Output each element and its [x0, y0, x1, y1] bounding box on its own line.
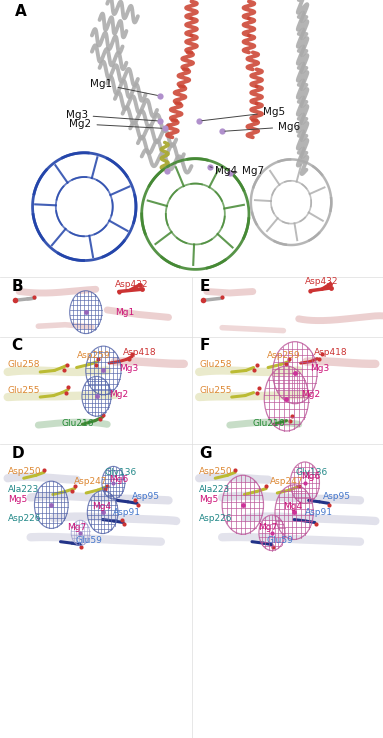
Text: D: D: [11, 446, 24, 461]
Text: Asp91: Asp91: [113, 508, 141, 517]
Text: Glu258: Glu258: [8, 360, 40, 369]
Text: C: C: [11, 338, 23, 353]
Text: Gly136: Gly136: [296, 468, 328, 477]
Text: Mg7: Mg7: [67, 523, 86, 532]
Text: Asp432: Asp432: [115, 280, 148, 289]
Text: Mg7: Mg7: [232, 166, 265, 176]
Text: Glu216: Glu216: [61, 419, 94, 428]
Text: B: B: [11, 279, 23, 294]
Text: F: F: [199, 338, 210, 353]
Text: Mg3: Mg3: [119, 364, 138, 373]
Text: Asp418: Asp418: [123, 348, 156, 357]
Text: Mg3: Mg3: [310, 365, 329, 373]
Text: Mg2: Mg2: [109, 390, 128, 399]
Text: Asp250: Asp250: [199, 467, 233, 476]
Text: Ala223: Ala223: [199, 486, 231, 494]
Text: Mg4: Mg4: [210, 166, 237, 176]
Text: Mg1: Mg1: [115, 308, 134, 317]
Text: Mg2: Mg2: [69, 119, 162, 129]
Text: Asp259: Asp259: [77, 351, 110, 360]
Text: Mg6: Mg6: [110, 475, 129, 484]
Text: Ala223: Ala223: [8, 486, 39, 494]
Text: Mg6: Mg6: [301, 472, 320, 481]
Text: Asp418: Asp418: [314, 348, 348, 357]
Text: Asp95: Asp95: [323, 492, 351, 501]
Text: Asp95: Asp95: [132, 492, 160, 501]
Text: Mg5: Mg5: [8, 495, 27, 504]
Text: Asp247: Asp247: [270, 477, 304, 486]
Text: Glu255: Glu255: [199, 386, 232, 395]
Text: Glu255: Glu255: [8, 386, 40, 395]
Text: Mg3: Mg3: [65, 110, 157, 121]
Text: Mg5: Mg5: [202, 107, 285, 121]
Text: E: E: [199, 279, 210, 294]
Text: G: G: [199, 446, 212, 461]
Text: Asp91: Asp91: [305, 508, 333, 517]
Text: Mg1: Mg1: [90, 79, 157, 95]
Text: Mg4: Mg4: [92, 503, 111, 511]
Text: Mg4: Mg4: [283, 503, 303, 511]
Text: Mg2: Mg2: [301, 390, 320, 399]
Text: Asp259: Asp259: [267, 351, 301, 360]
Text: Asp250: Asp250: [8, 467, 41, 476]
Text: Glu59: Glu59: [75, 537, 102, 545]
Text: Gly136: Gly136: [104, 468, 136, 477]
Text: Mg7: Mg7: [258, 523, 277, 532]
Text: Mg6: Mg6: [225, 122, 300, 132]
Text: Glu59: Glu59: [267, 537, 293, 545]
Text: Asp432: Asp432: [304, 277, 338, 286]
Text: Asp226: Asp226: [8, 514, 41, 523]
Text: Mg5: Mg5: [199, 495, 218, 504]
Text: Asp247: Asp247: [74, 477, 107, 486]
Text: Glu258: Glu258: [199, 360, 232, 369]
Text: Glu216: Glu216: [253, 419, 285, 428]
Text: Asp226: Asp226: [199, 514, 232, 523]
Text: A: A: [15, 4, 27, 18]
